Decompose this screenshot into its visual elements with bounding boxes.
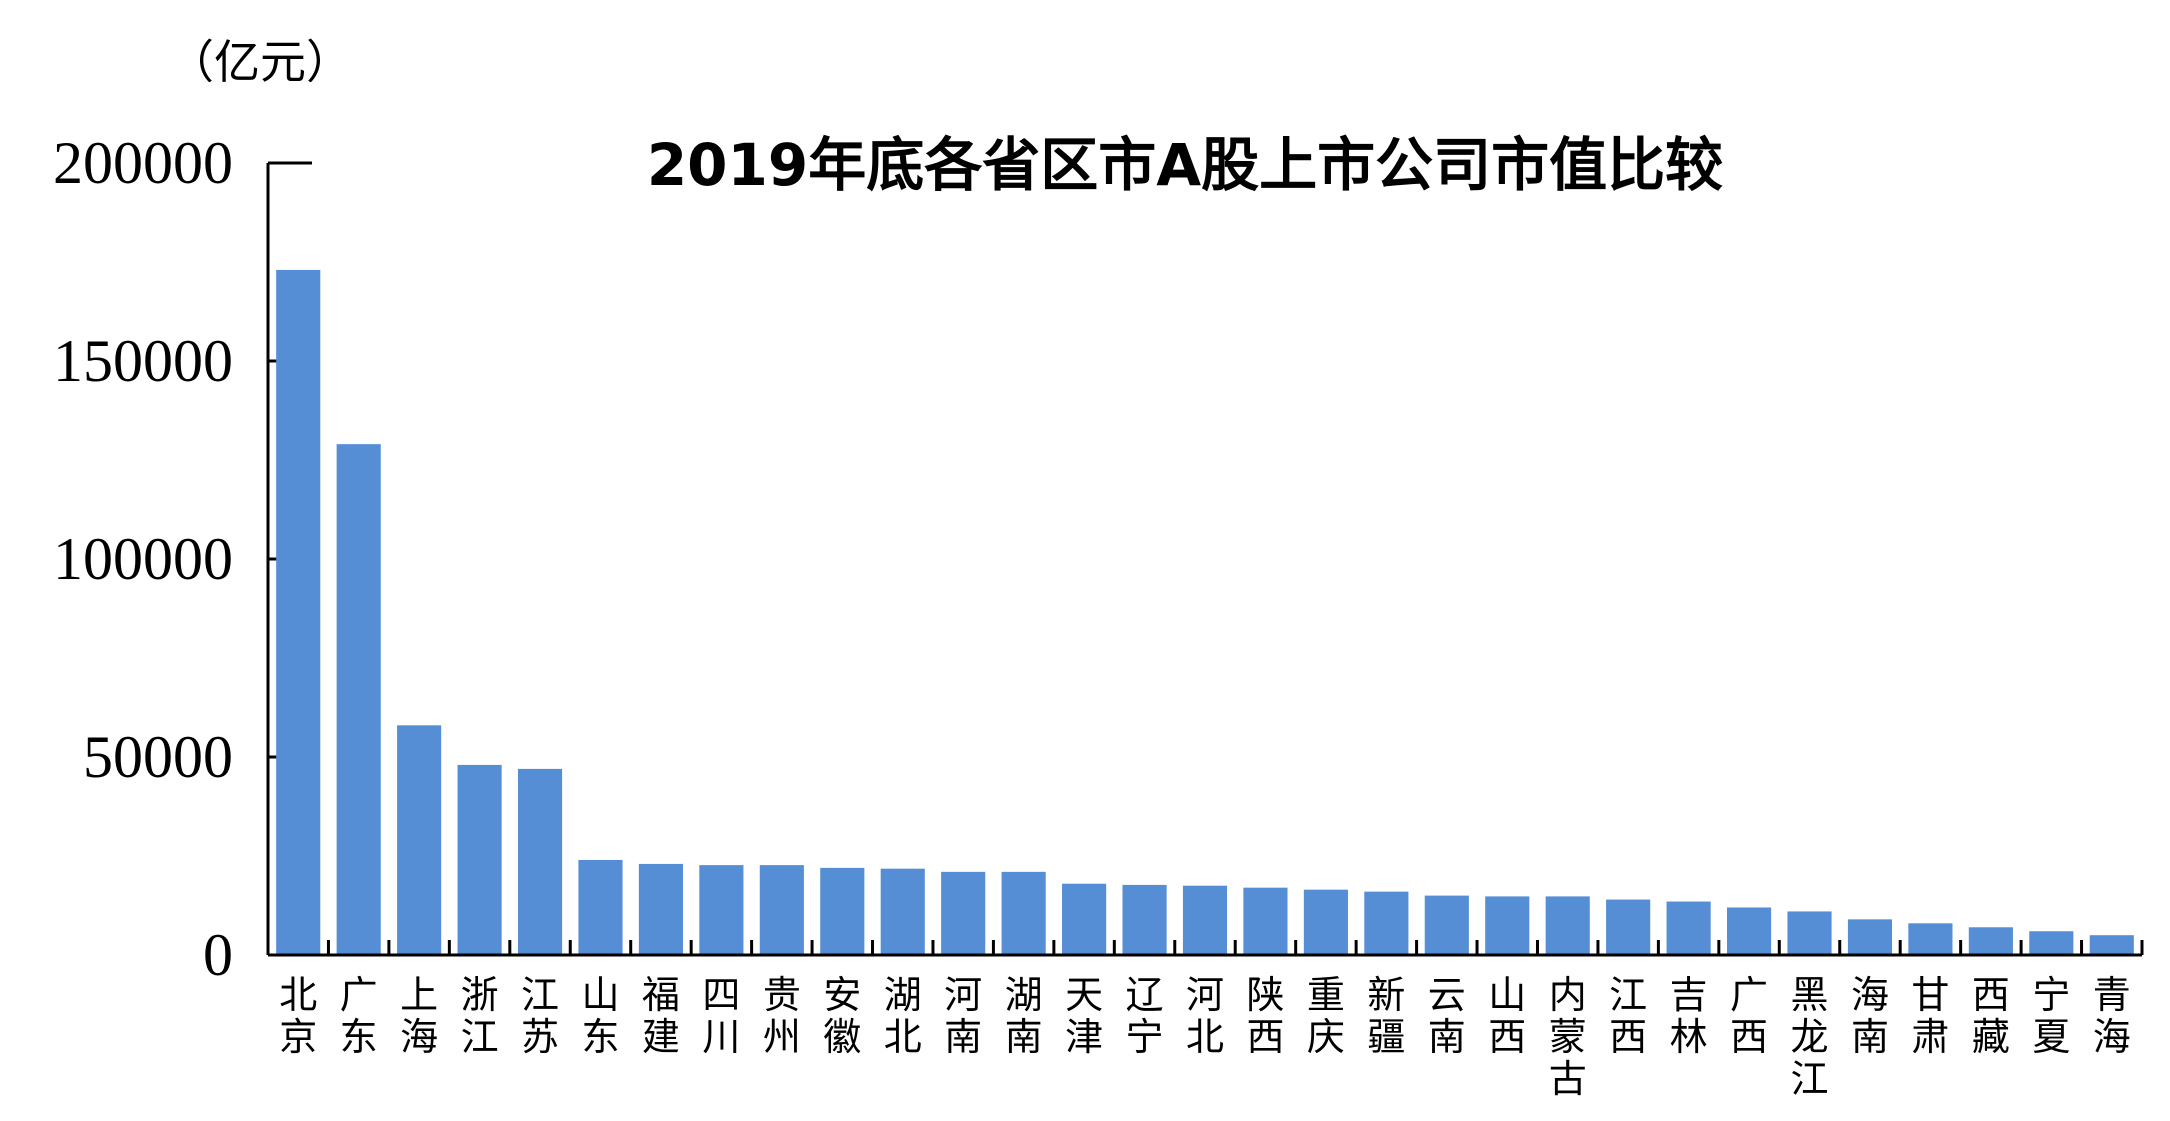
x-tick-label: 陕西 <box>1246 973 1284 1059</box>
y-axis: 0 50000 100000 150000 200000 <box>53 130 312 988</box>
x-tick-label: 黑龙江 <box>1791 973 1829 1101</box>
x-tick-label: 江苏 <box>521 973 559 1059</box>
x-tick-label: 新疆 <box>1367 973 1405 1059</box>
x-axis-labels: 北京广东上海浙江江苏山东福建四川贵州安徽湖北河南湖南天津辽宁河北陕西重庆新疆云南… <box>279 973 2131 1101</box>
x-tick-label: 山东 <box>581 973 619 1059</box>
bar <box>1847 919 1893 955</box>
y-tick-label: 100000 <box>53 526 233 592</box>
x-tick-label: 甘肃 <box>1911 973 1949 1059</box>
bar <box>1122 884 1167 955</box>
x-tick-label: 上海 <box>400 973 438 1059</box>
x-tick-label: 青海 <box>2093 973 2131 1059</box>
x-tick-label: 海南 <box>1851 973 1889 1059</box>
x-axis <box>268 940 2144 957</box>
x-tick-label: 四川 <box>702 973 740 1059</box>
x-tick-label: 河北 <box>1186 973 1224 1059</box>
x-tick-label: 广东 <box>340 973 378 1059</box>
x-tick-label: 吉林 <box>1670 973 1708 1059</box>
y-axis-unit-label: （亿元） <box>168 35 352 89</box>
x-tick-label: 辽宁 <box>1126 973 1164 1059</box>
y-tick-label: 0 <box>203 922 233 988</box>
bar <box>699 865 744 955</box>
x-tick-label: 重庆 <box>1307 973 1345 1059</box>
y-tick-label: 50000 <box>83 724 233 790</box>
bar <box>759 865 804 955</box>
bar <box>1062 883 1107 955</box>
bar <box>336 444 381 955</box>
x-tick-label: 浙江 <box>461 973 499 1059</box>
bar <box>517 768 563 955</box>
x-tick-label: 北京 <box>279 973 317 1059</box>
bar <box>457 764 502 955</box>
bar <box>1666 901 1711 955</box>
bar <box>820 867 865 955</box>
bar <box>941 871 986 955</box>
bar <box>1182 885 1228 955</box>
bar <box>1545 896 1590 955</box>
y-tick-label: 200000 <box>53 130 233 196</box>
y-tick-label: 150000 <box>53 328 233 394</box>
x-tick-label: 宁夏 <box>2032 973 2070 1059</box>
x-tick-label: 福建 <box>642 973 680 1059</box>
bar <box>1606 899 1651 955</box>
bar <box>1908 923 1953 955</box>
bar <box>2029 931 2074 955</box>
bar <box>1364 891 1409 955</box>
bar <box>1485 896 1530 955</box>
bar <box>1424 895 1469 955</box>
bar <box>1001 871 1046 955</box>
chart-title: 2019年底各省区市A股上市公司市值比较 <box>647 131 1723 199</box>
bar <box>2089 935 2134 955</box>
x-tick-label: 江西 <box>1609 973 1647 1059</box>
x-tick-label: 湖北 <box>884 973 922 1059</box>
bar <box>1243 887 1288 955</box>
bar <box>880 868 925 955</box>
x-tick-label: 内蒙古 <box>1549 973 1587 1101</box>
x-tick-label: 河南 <box>944 973 982 1059</box>
x-tick-label: 山西 <box>1488 973 1526 1059</box>
x-tick-label: 贵州 <box>763 973 801 1059</box>
x-tick-label: 云南 <box>1428 973 1466 1059</box>
bar <box>1787 911 1832 955</box>
x-tick-label: 安徽 <box>823 973 861 1059</box>
x-tick-label: 广西 <box>1730 973 1768 1059</box>
bar <box>276 269 321 955</box>
x-tick-label: 湖南 <box>1005 973 1043 1059</box>
bar <box>578 859 623 955</box>
bar <box>1968 927 2013 955</box>
x-tick-label: 西藏 <box>1972 973 2010 1059</box>
bar <box>397 725 442 955</box>
x-tick-label: 天津 <box>1065 973 1103 1059</box>
bars <box>276 269 2134 955</box>
bar <box>638 863 684 955</box>
bar <box>1303 889 1348 955</box>
bar <box>1726 907 1772 955</box>
